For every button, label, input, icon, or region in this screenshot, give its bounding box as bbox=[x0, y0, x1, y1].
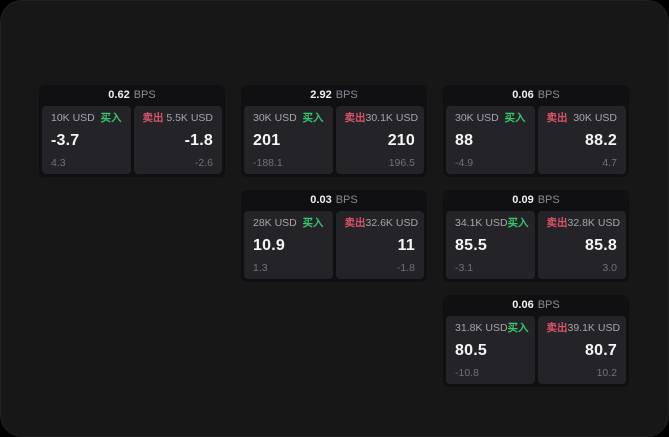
buy-amount: 10K USD bbox=[51, 112, 95, 124]
sell-quote-tile[interactable]: 卖出 32.6K USD 11 -1.8 bbox=[335, 211, 424, 279]
bps-value: 0.06 bbox=[512, 89, 534, 101]
sell-amount: 39.1K USD bbox=[567, 322, 621, 334]
sell-sub-value: 4.7 bbox=[602, 156, 617, 169]
sell-quote-tile[interactable]: 卖出 30.1K USD 210 196.5 bbox=[335, 106, 424, 174]
bps-unit-label: BPS bbox=[537, 299, 560, 311]
sell-sub-value: 196.5 bbox=[388, 156, 415, 169]
bps-unit-label: BPS bbox=[335, 194, 358, 206]
sell-amount: 32.8K USD bbox=[567, 217, 621, 229]
buy-side-label: 买入 bbox=[302, 112, 324, 124]
quote-card-2: 2.92 BPS 30K USD 买入 201 -188.1 卖出 30.1K … bbox=[241, 85, 427, 177]
buy-sub-value: 1.3 bbox=[253, 261, 268, 274]
quote-tiles: 10K USD 买入 -3.7 4.3 卖出 5.5K USD -1.8 -2.… bbox=[39, 106, 225, 177]
sell-side-label: 卖出 bbox=[344, 217, 366, 229]
buy-amount: 28K USD bbox=[253, 217, 297, 229]
sell-price: 85.8 bbox=[585, 236, 617, 254]
bps-value: 0.06 bbox=[512, 299, 534, 311]
buy-side-label: 买入 bbox=[504, 112, 526, 124]
sell-side-label: 卖出 bbox=[142, 112, 164, 124]
buy-quote-tile[interactable]: 10K USD 买入 -3.7 4.3 bbox=[42, 106, 131, 174]
quote-tiles: 30K USD 买入 201 -188.1 卖出 30.1K USD 210 1… bbox=[241, 106, 427, 177]
buy-side-label: 买入 bbox=[507, 322, 529, 334]
sell-amount: 30K USD bbox=[573, 112, 617, 124]
sell-side-label: 卖出 bbox=[344, 112, 366, 124]
sell-side-label: 卖出 bbox=[546, 112, 568, 124]
quote-tiles: 34.1K USD 买入 85.5 -3.1 卖出 32.8K USD 85.8… bbox=[443, 211, 629, 282]
quote-tiles: 30K USD 买入 88 -4.9 卖出 30K USD 88.2 4.7 bbox=[443, 106, 629, 177]
sell-sub-value: 10.2 bbox=[596, 366, 617, 379]
buy-quote-tile[interactable]: 34.1K USD 买入 85.5 -3.1 bbox=[446, 211, 535, 279]
bps-unit-label: BPS bbox=[133, 89, 156, 101]
buy-price: -3.7 bbox=[51, 131, 80, 149]
quote-card-4: 0.03 BPS 28K USD 买入 10.9 1.3 卖出 32.6K US… bbox=[241, 190, 427, 282]
buy-price: 201 bbox=[253, 131, 281, 149]
card-header: 0.62 BPS bbox=[39, 85, 225, 106]
card-header: 0.06 BPS bbox=[443, 295, 629, 316]
sell-amount: 5.5K USD bbox=[166, 112, 213, 124]
bps-unit-label: BPS bbox=[537, 89, 560, 101]
quote-card-5: 0.09 BPS 34.1K USD 买入 85.5 -3.1 卖出 32.8K… bbox=[443, 190, 629, 282]
buy-sub-value: -3.1 bbox=[455, 261, 474, 274]
sell-sub-value: -1.8 bbox=[396, 261, 415, 274]
quote-card-3: 0.06 BPS 30K USD 买入 88 -4.9 卖出 30K USD bbox=[443, 85, 629, 177]
bps-value: 2.92 bbox=[310, 89, 332, 101]
sell-quote-tile[interactable]: 卖出 5.5K USD -1.8 -2.6 bbox=[133, 106, 222, 174]
card-header: 2.92 BPS bbox=[241, 85, 427, 106]
bps-value: 0.09 bbox=[512, 194, 534, 206]
sell-price: 80.7 bbox=[585, 341, 617, 359]
buy-amount: 34.1K USD bbox=[455, 217, 508, 229]
buy-quote-tile[interactable]: 30K USD 买入 88 -4.9 bbox=[446, 106, 535, 174]
buy-sub-value: -188.1 bbox=[253, 156, 283, 169]
bps-value: 0.03 bbox=[310, 194, 332, 206]
buy-sub-value: 4.3 bbox=[51, 156, 66, 169]
buy-side-label: 买入 bbox=[302, 217, 324, 229]
quote-card-6: 0.06 BPS 31.8K USD 买入 80.5 -10.8 卖出 39.1… bbox=[443, 295, 629, 387]
buy-price: 80.5 bbox=[455, 341, 487, 359]
sell-sub-value: 3.0 bbox=[602, 261, 617, 274]
bps-unit-label: BPS bbox=[537, 194, 560, 206]
bps-unit-label: BPS bbox=[335, 89, 358, 101]
quote-cards-grid: 0.62 BPS 10K USD 买入 -3.7 4.3 卖出 5.5K USD bbox=[39, 85, 629, 387]
buy-amount: 30K USD bbox=[253, 112, 297, 124]
buy-quote-tile[interactable]: 30K USD 买入 201 -188.1 bbox=[244, 106, 333, 174]
buy-side-label: 买入 bbox=[507, 217, 529, 229]
buy-sub-value: -10.8 bbox=[455, 366, 479, 379]
buy-price: 10.9 bbox=[253, 236, 285, 254]
buy-side-label: 买入 bbox=[100, 112, 122, 124]
sell-sub-value: -2.6 bbox=[194, 156, 213, 169]
quote-tiles: 28K USD 买入 10.9 1.3 卖出 32.6K USD 11 -1.8 bbox=[241, 211, 427, 282]
sell-amount: 32.6K USD bbox=[365, 217, 419, 229]
card-header: 0.03 BPS bbox=[241, 190, 427, 211]
sell-quote-tile[interactable]: 卖出 39.1K USD 80.7 10.2 bbox=[537, 316, 626, 384]
buy-price: 88 bbox=[455, 131, 474, 149]
quote-card-1: 0.62 BPS 10K USD 买入 -3.7 4.3 卖出 5.5K USD bbox=[39, 85, 225, 177]
card-header: 0.06 BPS bbox=[443, 85, 629, 106]
sell-amount: 30.1K USD bbox=[365, 112, 419, 124]
buy-quote-tile[interactable]: 28K USD 买入 10.9 1.3 bbox=[244, 211, 333, 279]
sell-quote-tile[interactable]: 卖出 32.8K USD 85.8 3.0 bbox=[537, 211, 626, 279]
buy-price: 85.5 bbox=[455, 236, 487, 254]
sell-quote-tile[interactable]: 卖出 30K USD 88.2 4.7 bbox=[537, 106, 626, 174]
buy-amount: 31.8K USD bbox=[455, 322, 508, 334]
sell-price: 88.2 bbox=[585, 131, 617, 149]
quote-tiles: 31.8K USD 买入 80.5 -10.8 卖出 39.1K USD 80.… bbox=[443, 316, 629, 387]
buy-sub-value: -4.9 bbox=[455, 156, 474, 169]
buy-amount: 30K USD bbox=[455, 112, 499, 124]
sell-price: 210 bbox=[387, 131, 415, 149]
sell-price: 11 bbox=[397, 236, 415, 254]
buy-quote-tile[interactable]: 31.8K USD 买入 80.5 -10.8 bbox=[446, 316, 535, 384]
card-header: 0.09 BPS bbox=[443, 190, 629, 211]
sell-side-label: 卖出 bbox=[546, 217, 568, 229]
sell-price: -1.8 bbox=[184, 131, 213, 149]
sell-side-label: 卖出 bbox=[546, 322, 568, 334]
bps-value: 0.62 bbox=[108, 89, 130, 101]
